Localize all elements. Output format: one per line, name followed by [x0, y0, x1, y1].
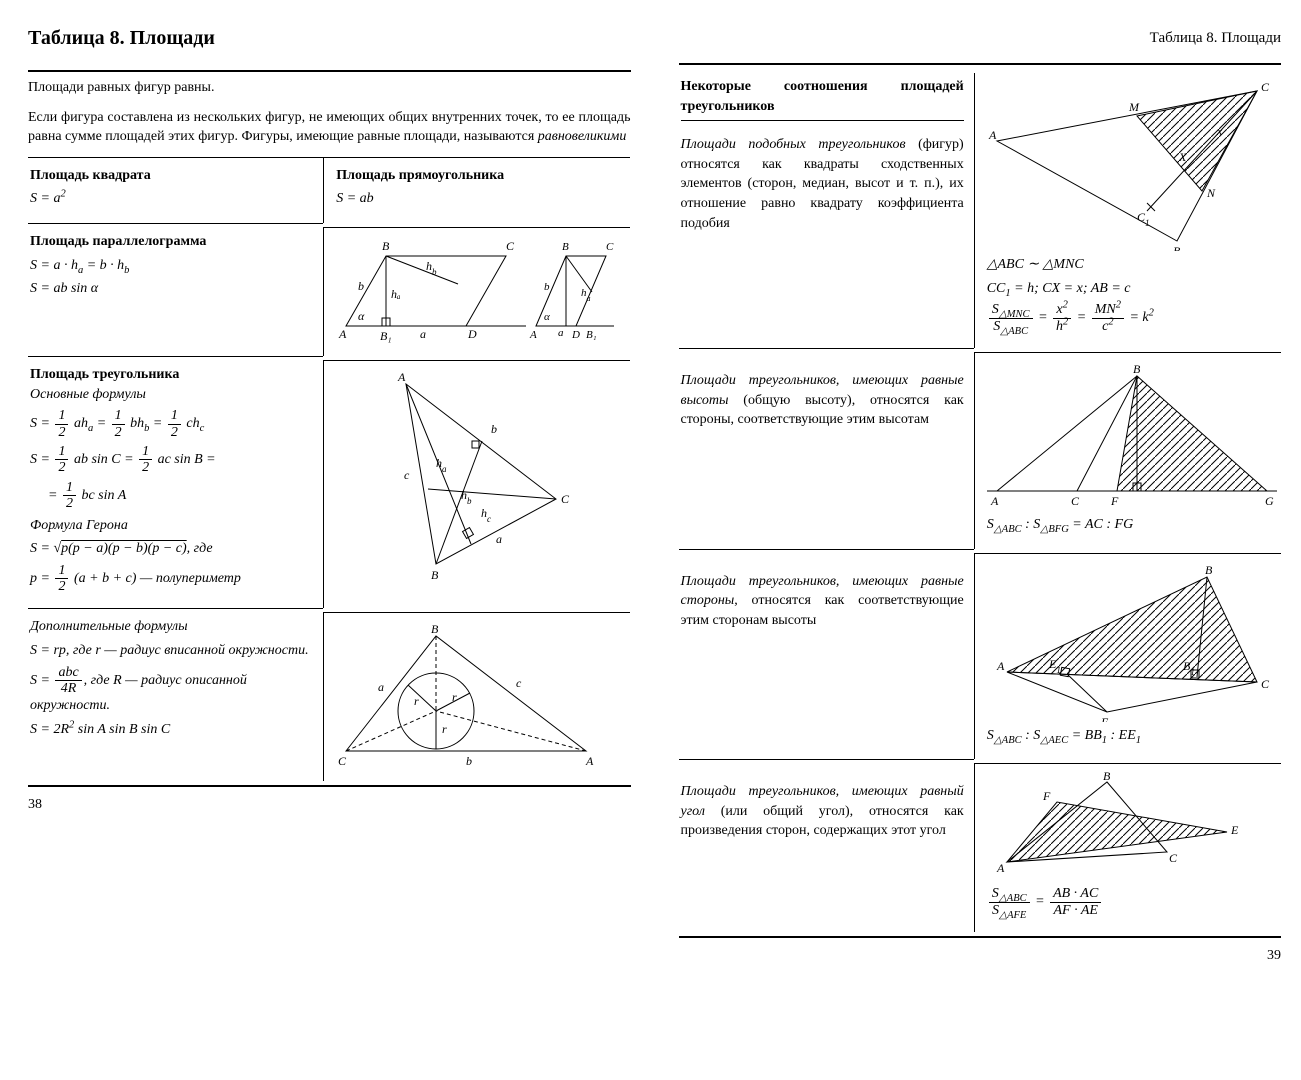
formula-grid: Площадь квадрата S = a2 Площадь прямоуго…: [28, 157, 631, 782]
svg-text:C: C: [506, 239, 515, 253]
svg-text:A: A: [529, 329, 537, 341]
table-title-right: Таблица 8. Площади: [679, 28, 1282, 49]
svg-text:E: E: [1100, 715, 1109, 722]
intro-1: Площади равных фигур равны.: [28, 78, 631, 98]
eq-heights-cell: Площади треугольников, имеющих равные вы…: [679, 348, 974, 549]
svg-text:C1: C1: [1137, 210, 1150, 228]
additional-cell: Дополнительные формулы S = rp, где r — р…: [28, 608, 323, 781]
page-number-right: 39: [679, 946, 1282, 966]
svg-text:α: α: [544, 311, 550, 323]
svg-text:A: A: [990, 494, 999, 508]
svg-text:a: a: [496, 532, 502, 546]
svg-text:A: A: [988, 128, 997, 142]
square-cell: Площадь квадрата S = a2: [28, 157, 323, 223]
svg-text:X: X: [1178, 150, 1187, 164]
svg-text:B: B: [431, 622, 439, 636]
svg-text:x: x: [1216, 124, 1223, 138]
ratio-head-cell: Некоторые соотношения площадей треугольн…: [679, 69, 974, 348]
eq-angle-cell: Площади треугольников, имеющих равный уг…: [679, 759, 974, 932]
svg-text:α: α: [358, 309, 365, 323]
right-page: Таблица 8. Площади Некоторые соотношения…: [679, 24, 1282, 966]
triangle-cell: Площадь треугольника Основные формулы S …: [28, 356, 323, 609]
svg-text:B: B: [382, 239, 390, 253]
svg-text:b: b: [544, 281, 550, 293]
triangle-fig: A B C a b c ha hb hc: [323, 360, 630, 609]
svg-text:B: B: [431, 568, 439, 582]
rectangle-cell: Площадь прямоугольника S = ab: [323, 157, 630, 223]
svg-text:M: M: [1128, 100, 1140, 114]
svg-text:r: r: [442, 722, 447, 736]
svg-text:r: r: [452, 690, 457, 704]
similar-fig: A B C M N X x C1 △ABC ∼ △MNC CC1 = h; CX…: [974, 73, 1281, 348]
svg-text:A: A: [996, 659, 1005, 673]
svg-text:C: C: [561, 492, 570, 506]
svg-text:a: a: [420, 327, 426, 341]
svg-text:b: b: [358, 279, 364, 293]
svg-text:B: B: [562, 241, 569, 253]
svg-text:F: F: [1042, 789, 1051, 803]
svg-text:G: G: [1265, 494, 1274, 508]
svg-text:ha: ha: [436, 456, 447, 474]
svg-text:C: C: [1261, 677, 1270, 691]
svg-text:hₐ: hₐ: [391, 287, 401, 301]
svg-text:C: C: [338, 754, 347, 768]
eq-sides-cell: Площади треугольников, имеющих равные ст…: [679, 549, 974, 760]
svg-text:a: a: [378, 680, 384, 694]
svg-text:b: b: [466, 754, 472, 768]
svg-text:B: B: [1205, 563, 1213, 577]
svg-text:A: A: [397, 370, 406, 384]
svg-text:b: b: [491, 422, 497, 436]
table-title-left: Таблица 8. Площади: [28, 24, 631, 52]
page-number-left: 38: [28, 795, 631, 815]
svg-text:E: E: [1230, 823, 1239, 837]
svg-text:A: A: [585, 754, 594, 768]
svg-text:D: D: [571, 329, 580, 341]
svg-text:r: r: [414, 694, 419, 708]
svg-text:hc: hc: [481, 506, 491, 524]
svg-text:B: B: [1173, 244, 1181, 251]
svg-text:C: C: [1261, 81, 1270, 94]
svg-text:hb: hb: [426, 259, 437, 277]
svg-text:B₁: B₁: [380, 329, 392, 343]
svg-text:A: A: [996, 861, 1005, 875]
eq-heights-fig: A B C F G S△ABC : S△BFG = AC : FG: [974, 352, 1281, 549]
svg-text:B: B: [1133, 362, 1141, 376]
svg-text:ha: ha: [581, 287, 591, 303]
svg-text:B₁: B₁: [586, 329, 597, 341]
incircle-fig: A B C a b c r r r: [323, 612, 630, 781]
left-page: Таблица 8. Площади Площади равных фигур …: [28, 24, 631, 966]
svg-text:C: C: [606, 241, 614, 253]
svg-text:B: B: [1103, 772, 1111, 783]
svg-text:hb: hb: [461, 488, 472, 506]
parallelogram-fig: A B C D B₁ a b hₐ hb α: [323, 227, 630, 356]
svg-text:C: C: [1169, 851, 1178, 865]
svg-text:a: a: [558, 327, 564, 339]
svg-text:c: c: [404, 468, 410, 482]
svg-text:N: N: [1206, 186, 1216, 200]
intro-2: Если фигура составлена из нескольких фиг…: [28, 108, 631, 147]
eq-angle-fig: A B C E F S△ABCS△AFE = AB · ACAF · AE: [974, 763, 1281, 932]
svg-text:C: C: [1071, 494, 1080, 508]
svg-text:D: D: [467, 327, 477, 341]
svg-text:A: A: [338, 327, 347, 341]
svg-text:c: c: [516, 676, 522, 690]
svg-text:F: F: [1110, 494, 1119, 508]
parallelogram-cell: Площадь параллелограмма S = a · ha = b ·…: [28, 223, 323, 356]
eq-sides-fig: A B C E E1 B1 S△ABC : S△AEC = BB1 : EE1: [974, 553, 1281, 760]
